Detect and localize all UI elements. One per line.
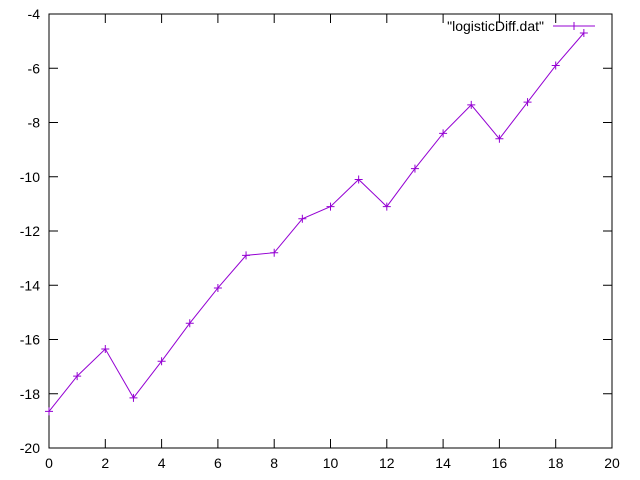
x-tick-label: 2 <box>101 455 109 471</box>
axis-ticks <box>48 13 613 449</box>
data-point <box>45 407 53 416</box>
x-tick-label: 0 <box>45 455 53 471</box>
series-layer <box>45 28 588 416</box>
plot-frame <box>48 13 613 449</box>
data-point <box>326 202 335 211</box>
y-tick-label: -12 <box>20 223 40 239</box>
y-tick-label: -6 <box>28 60 41 76</box>
x-tick-label: 6 <box>214 455 222 471</box>
data-point <box>185 319 194 328</box>
data-point <box>495 134 504 143</box>
data-point <box>242 251 251 260</box>
data-point <box>157 357 166 366</box>
x-tick-label: 4 <box>158 455 166 471</box>
x-tick-label: 12 <box>379 455 395 471</box>
y-tick-label: -14 <box>20 277 40 293</box>
data-point <box>354 175 363 184</box>
data-point <box>213 283 222 292</box>
y-tick-label: -8 <box>28 115 41 131</box>
legend-marker <box>570 22 578 30</box>
data-point <box>439 129 448 138</box>
x-tick-label: 18 <box>548 455 564 471</box>
data-point <box>551 61 560 70</box>
legend-label: "logisticDiff.dat" <box>447 18 544 34</box>
y-tick-label: -20 <box>20 440 40 456</box>
data-point <box>410 164 419 173</box>
data-point <box>298 214 307 223</box>
y-tick-label: -10 <box>20 169 40 185</box>
data-point <box>382 202 391 211</box>
y-tick-label: -18 <box>20 386 40 402</box>
data-point <box>270 248 279 257</box>
x-tick-label: 14 <box>435 455 451 471</box>
series-line <box>48 32 585 412</box>
data-point <box>523 98 532 107</box>
data-point <box>101 344 110 353</box>
data-point <box>129 393 138 402</box>
axis-tick-labels: 0 2 4 6 8 10 12 14 16 18 20 -20 -18 -16 -14 -12 -10 -8 -6 -… <box>20 6 620 471</box>
y-tick-label: -16 <box>20 332 40 348</box>
y-tick-label: -4 <box>28 6 41 22</box>
data-point <box>467 100 476 109</box>
data-point <box>579 28 588 37</box>
x-tick-label: 20 <box>604 455 620 471</box>
x-tick-label: 16 <box>492 455 508 471</box>
legend: "logisticDiff.dat" <box>447 18 595 34</box>
x-tick-label: 8 <box>270 455 278 471</box>
data-point <box>73 372 82 381</box>
x-tick-label: 10 <box>323 455 339 471</box>
